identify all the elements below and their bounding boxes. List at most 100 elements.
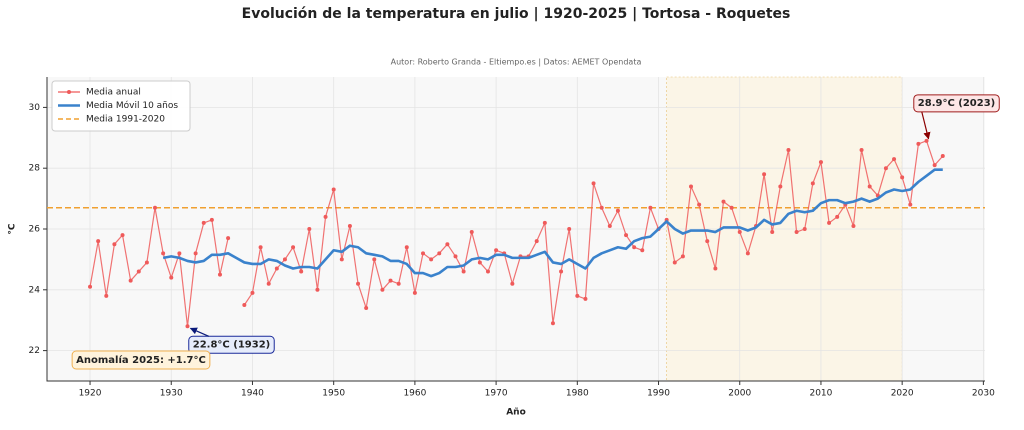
data-point — [729, 205, 734, 210]
data-point — [169, 275, 174, 280]
data-point — [607, 223, 612, 228]
data-point — [859, 147, 864, 152]
chart-subtitle: Autor: Roberto Granda - Eltiempo.es | Da… — [391, 58, 642, 67]
data-point — [396, 281, 401, 286]
annotation-box — [188, 335, 275, 354]
data-point — [485, 269, 490, 274]
axis-frame — [46, 77, 985, 382]
data-point — [282, 257, 287, 262]
y-axis-label: °C — [8, 223, 18, 235]
data-point — [217, 272, 222, 277]
data-point — [266, 281, 271, 286]
anomaly-box — [71, 350, 211, 370]
data-point — [161, 251, 166, 256]
data-point — [900, 175, 905, 180]
data-point — [453, 254, 458, 259]
data-point — [242, 303, 247, 307]
data-point — [648, 205, 653, 210]
x-tick-label: 1920 — [79, 389, 102, 399]
data-point — [120, 233, 125, 238]
data-point — [802, 227, 807, 231]
data-point — [331, 187, 336, 192]
x-tick-label: 1990 — [647, 389, 670, 399]
data-point — [559, 269, 564, 274]
x-axis-label: Año — [506, 408, 526, 418]
data-point — [624, 233, 629, 238]
data-point — [88, 284, 93, 289]
data-point — [640, 248, 645, 253]
data-point — [575, 293, 580, 298]
data-point — [226, 236, 231, 241]
data-point — [347, 223, 352, 228]
data-point — [818, 160, 823, 165]
data-point — [745, 251, 750, 256]
legend: Media anual Media Móvil 10 años Media 1991… — [51, 80, 191, 132]
data-point — [932, 163, 937, 168]
data-point — [567, 227, 572, 231]
x-tick-label: 2020 — [891, 389, 914, 399]
y-tick-label: 22 — [29, 346, 40, 356]
anomaly-label: Anomalía 2025: +1.7°C — [76, 354, 206, 366]
data-point — [697, 202, 702, 207]
data-point — [380, 287, 385, 292]
data-point — [599, 205, 604, 210]
data-point — [437, 251, 442, 256]
data-point — [461, 269, 466, 274]
y-tick-label: 24 — [29, 285, 41, 295]
data-point — [762, 172, 767, 177]
data-point — [412, 290, 417, 295]
y-tick-label: 28 — [29, 164, 41, 174]
x-tick-label: 1980 — [566, 389, 589, 399]
data-point — [883, 166, 888, 171]
data-point — [477, 260, 482, 265]
data-point — [193, 251, 198, 256]
data-point — [940, 154, 945, 159]
data-point — [689, 184, 694, 189]
x-tick-label: 1930 — [160, 389, 183, 399]
data-point — [153, 205, 158, 210]
data-point — [339, 257, 344, 262]
x-tick-label: 1950 — [322, 389, 345, 399]
data-point — [786, 147, 791, 152]
data-point — [250, 290, 255, 295]
data-point — [364, 306, 369, 311]
series-line — [162, 168, 943, 278]
data-point — [591, 181, 596, 186]
data-point — [356, 281, 361, 286]
data-point — [291, 245, 296, 250]
y-tick-label: 26 — [29, 225, 41, 235]
data-point — [429, 257, 434, 262]
x-tick-label: 2000 — [728, 389, 751, 399]
data-point — [534, 239, 539, 244]
data-point — [445, 242, 450, 247]
annotation-arrow — [189, 327, 210, 337]
y-tick-label: 30 — [29, 103, 41, 113]
data-point — [550, 321, 555, 326]
data-point — [307, 227, 312, 231]
data-point — [299, 269, 304, 274]
data-point — [924, 138, 929, 143]
data-point — [274, 266, 279, 271]
data-point — [128, 278, 133, 283]
annotation: 22.8°C (1932) — [188, 335, 275, 354]
data-point — [680, 254, 685, 259]
data-point — [201, 220, 206, 225]
data-point — [810, 181, 815, 186]
annotation-label: 28.9°C (2023) — [918, 98, 995, 109]
data-point — [112, 242, 117, 247]
data-point — [315, 287, 320, 292]
legend-label: Media anual — [86, 88, 141, 98]
data-point — [542, 220, 547, 225]
chart-title: Evolución de la temperatura en julio | 1… — [242, 6, 791, 22]
x-tick-label: 2010 — [809, 389, 832, 399]
data-point — [632, 245, 637, 250]
legend-label: Media 1991-2020 — [86, 115, 165, 125]
data-point — [713, 266, 718, 271]
data-point — [705, 239, 710, 244]
data-point — [469, 230, 474, 235]
data-point — [916, 141, 921, 146]
data-point — [421, 251, 426, 256]
data-point — [908, 202, 913, 207]
annotation: 28.9°C (2023) — [913, 94, 1000, 113]
